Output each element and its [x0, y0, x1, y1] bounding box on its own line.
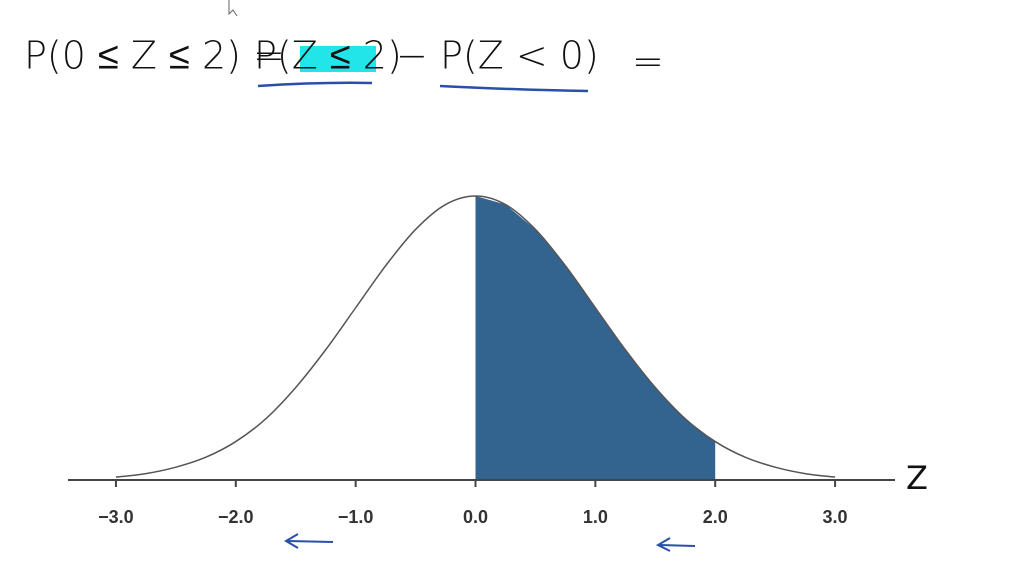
- x-tick-label: −1.0: [338, 507, 374, 527]
- equation-equals: =: [632, 40, 664, 84]
- highlight: [300, 46, 376, 72]
- equation-term: P(Z < 0): [440, 34, 599, 78]
- x-axis-label: Z: [906, 459, 928, 497]
- arrow: [284, 533, 334, 549]
- equation-minus: −: [396, 34, 428, 78]
- x-tick-label: 0.0: [463, 507, 488, 527]
- equation-left: P(0 ≤ Z ≤ 2) =: [24, 34, 285, 78]
- x-tick-label: 2.0: [703, 507, 728, 527]
- underline: [439, 84, 589, 93]
- shaded-area: [475, 196, 716, 480]
- underline: [257, 81, 373, 88]
- cursor: [228, 0, 238, 17]
- arrow: [655, 537, 696, 552]
- density-curve: [115, 195, 836, 478]
- equation-term: P(Z ≤ 2): [254, 34, 402, 78]
- x-tick-label: 1.0: [583, 507, 608, 527]
- x-tick-label: −2.0: [218, 507, 254, 527]
- x-tick-label: 3.0: [823, 507, 848, 527]
- plot: −3.0 −2.0 −1.0 0.0 1.0 2.0 3.0: [68, 195, 895, 527]
- x-tick-label: −3.0: [98, 507, 134, 527]
